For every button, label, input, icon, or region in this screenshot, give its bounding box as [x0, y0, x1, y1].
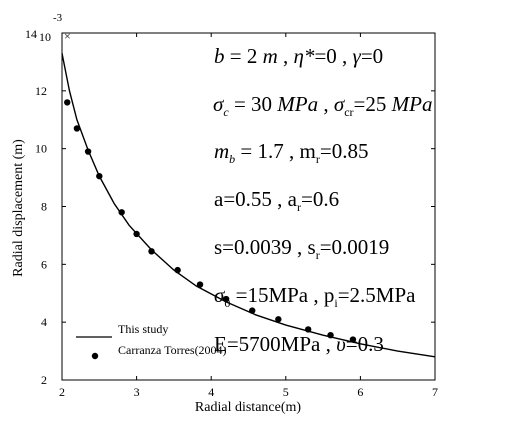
- data-point-carranza: [148, 248, 155, 255]
- data-point-carranza: [222, 295, 230, 303]
- y-tick-label: 10: [35, 142, 47, 156]
- data-point-carranza: [349, 336, 357, 343]
- legend: This study Carranza Torres(2004): [76, 322, 227, 360]
- data-point-carranza: [84, 148, 92, 155]
- data-point-carranza: [196, 281, 204, 288]
- y-tick-label: 12: [35, 84, 47, 98]
- param-line-7: E=5700MPa , υ=0.3: [214, 332, 384, 356]
- series-line-this-study: [61, 53, 436, 358]
- param-line-4: a=0.55 , ar=0.6: [214, 187, 339, 214]
- legend-marker-swatch: [91, 352, 99, 360]
- data-point-carranza: [249, 307, 256, 314]
- data-point-carranza: [275, 316, 282, 323]
- data-point-carranza: [96, 172, 103, 180]
- data-point-carranza: [327, 331, 334, 339]
- param-line-5: s=0.0039 , sr=0.0019: [214, 235, 389, 262]
- y-scale-exponent: -3: [53, 12, 63, 24]
- legend-label-carranza: Carranza Torres(2004): [118, 343, 227, 357]
- y-axis-title: Radial displacement (m): [11, 139, 26, 277]
- y-tick-label: 2: [41, 373, 47, 387]
- x-tick-label: 3: [134, 385, 140, 399]
- y-tick-label: 14: [25, 27, 37, 41]
- param-line-3: mb = 1.7 , mr=0.85: [214, 139, 368, 166]
- parameter-annotations: b = 2 m , η*=0 , γ=0 σc = 30 MPa , σcr=2…: [213, 44, 432, 356]
- y-tick-label: 4: [41, 315, 47, 329]
- legend-label-this-study: This study: [118, 322, 168, 336]
- param-line-1: b = 2 m , η*=0 , γ=0: [214, 44, 383, 68]
- x-tick-label: 5: [283, 385, 289, 399]
- series-layer: [61, 53, 436, 358]
- x-tick-label: 2: [59, 385, 65, 399]
- data-point-carranza: [174, 266, 181, 274]
- y-scale-times: ×: [64, 29, 71, 43]
- data-point-carranza: [304, 326, 312, 333]
- data-point-carranza: [73, 125, 81, 132]
- x-axis-title: Radial distance(m): [195, 400, 301, 415]
- param-line-2: σc = 30 MPa , σcr=25 MPa: [213, 92, 432, 119]
- y-tick-label: 6: [41, 257, 47, 271]
- y-tick-label: 8: [41, 200, 47, 214]
- param-line-6: σ0 =15MPa , pi=2.5MPa: [214, 283, 416, 310]
- data-point-carranza: [64, 99, 71, 106]
- x-tick-label: 7: [432, 385, 438, 399]
- y-axis: 2 4 6 8 10 12 14: [25, 27, 435, 387]
- data-point-carranza: [133, 230, 140, 238]
- data-point-carranza: [118, 209, 125, 216]
- x-tick-label: 6: [357, 385, 363, 399]
- x-axis: 2 3 4 5 6 7: [59, 33, 438, 399]
- x-tick-label: 4: [208, 385, 214, 399]
- y-scale-multiplier: 10: [39, 30, 51, 44]
